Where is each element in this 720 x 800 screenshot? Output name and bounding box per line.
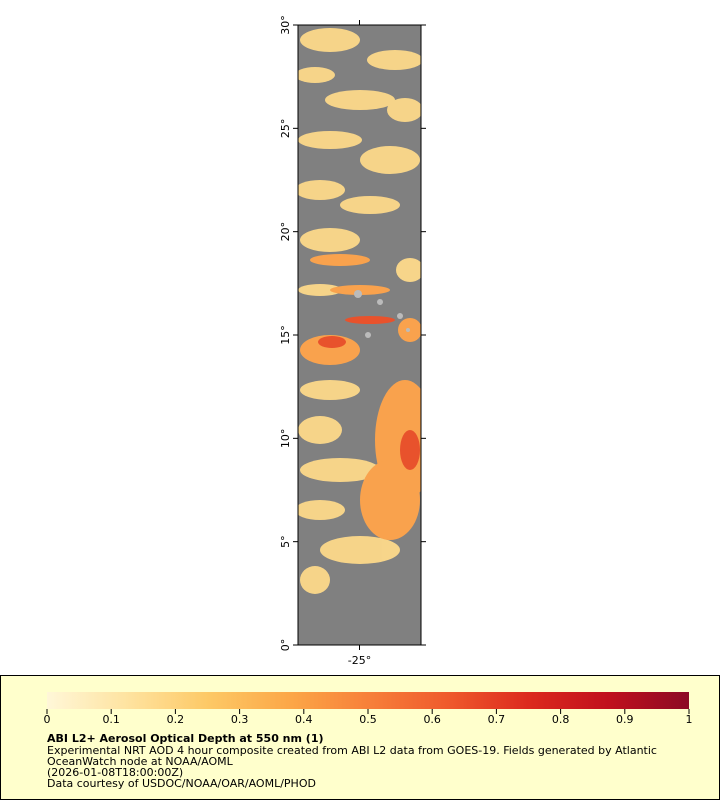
caption-title: ABI L2+ Aerosol Optical Depth at 550 nm … [47,732,324,745]
lat-label: 20° [279,222,292,242]
colorbar-label: 0 [44,713,51,726]
colorbar-label: 0.6 [423,713,441,726]
caption-line: OceanWatch node at NOAA/AOML [47,755,234,768]
lon-label: -25° [348,654,371,667]
colorbar-label: 1 [686,713,693,726]
colorbar-label: 0.8 [552,713,570,726]
colorbar-label: 0.9 [616,713,634,726]
colorbar-label: 0.3 [231,713,249,726]
colorbar-label: 0.7 [488,713,506,726]
map-image [298,25,421,645]
colorbar-label: 0.2 [167,713,185,726]
caption-line: (2026-01-08T18:00:00Z) [47,766,183,779]
lat-label: 30° [279,15,292,35]
lat-label: 10° [279,429,292,449]
colorbar-label: 0.1 [102,713,120,726]
lat-label: 5° [279,535,292,548]
colorbar-label: 0.5 [359,713,377,726]
lat-label: 25° [279,119,292,139]
lat-label: 15° [279,325,292,345]
colorbar-label: 0.4 [295,713,313,726]
lat-label: 0° [279,639,292,652]
caption-line: Experimental NRT AOD 4 hour composite cr… [47,744,657,757]
colorbar [47,692,689,709]
caption-line: Data courtesy of USDOC/NOAA/OAR/AOML/PHO… [47,777,316,790]
